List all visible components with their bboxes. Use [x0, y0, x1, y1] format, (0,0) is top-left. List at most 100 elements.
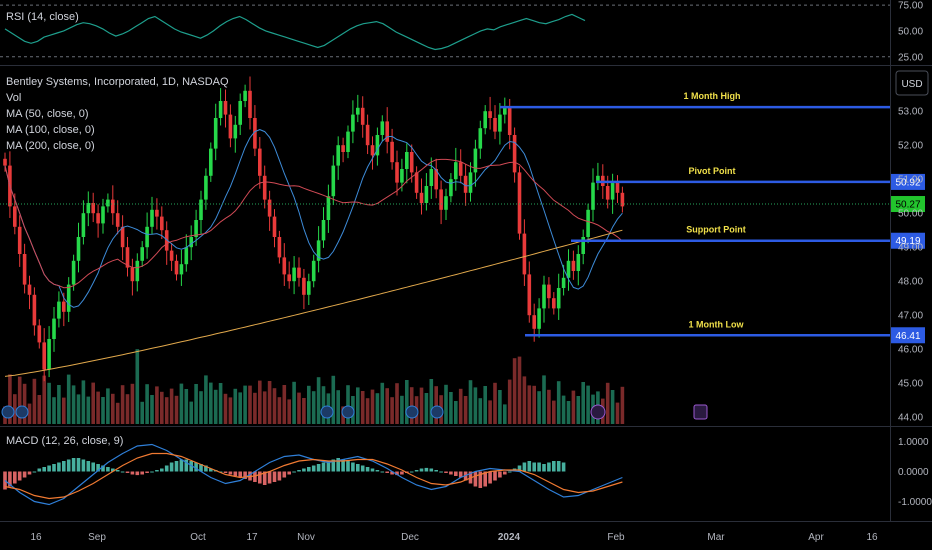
level-price-tag — [891, 232, 925, 249]
macd-histogram-bar — [419, 468, 424, 472]
time-tick-label: Dec — [401, 532, 419, 543]
volume-bars — [3, 349, 625, 424]
earnings-marker[interactable] — [320, 405, 334, 419]
level-price-tag — [891, 173, 925, 190]
macd-histogram-bar — [385, 471, 389, 473]
volume-bar — [120, 385, 125, 424]
volume-bar — [512, 358, 517, 424]
candle-body — [581, 237, 585, 254]
macd-histogram-bar — [243, 471, 247, 479]
macd-histogram-bar — [57, 462, 61, 472]
macd-histogram-bar — [439, 471, 443, 473]
candle-body — [179, 264, 184, 275]
macd-histogram-bar — [155, 470, 159, 472]
ma200-label[interactable]: MA (200, close, 0) — [6, 140, 95, 152]
candlesticks — [3, 76, 625, 382]
volume-bar — [111, 393, 115, 424]
volume-bar — [130, 383, 135, 424]
candle-body — [204, 175, 208, 200]
ma100-label[interactable]: MA (100, close, 0) — [6, 124, 95, 136]
candle-body — [228, 114, 233, 139]
earnings-marker-circle — [405, 405, 419, 419]
volume-bar — [27, 403, 32, 424]
candle-body — [596, 175, 600, 183]
candle-body — [267, 199, 272, 217]
earnings-marker[interactable] — [341, 405, 355, 419]
volume-bar — [223, 393, 228, 424]
volume-bar — [42, 375, 46, 424]
currency-button[interactable]: USD — [895, 70, 929, 96]
candle-body — [375, 135, 380, 156]
candle-body — [145, 226, 149, 248]
volume-bar — [346, 385, 350, 424]
volume-bar — [370, 389, 375, 424]
time-tick-label: Sep — [88, 532, 106, 543]
candle-body — [316, 240, 321, 261]
event-markers[interactable] — [1, 404, 708, 420]
candle-body — [106, 199, 110, 207]
candle-body — [370, 145, 375, 156]
level-label: Pivot Point — [689, 166, 736, 176]
macd-histogram-bar — [91, 462, 95, 472]
macd-histogram-bar — [204, 465, 208, 472]
candle-body — [341, 145, 345, 152]
candle-body — [71, 260, 76, 285]
time-tick-label: Feb — [607, 532, 625, 543]
volume-bar — [228, 397, 233, 424]
candle-body — [365, 124, 370, 146]
earnings-marker[interactable] — [430, 405, 444, 419]
candle-body — [434, 169, 438, 190]
currency-button-label[interactable]: USD — [901, 79, 922, 90]
candle-body — [605, 186, 610, 200]
price-tick-label: 48.00 — [898, 277, 923, 288]
candle-body — [37, 325, 42, 343]
macd-histogram-bar — [488, 471, 492, 484]
price-tick-label: 51.00 — [898, 175, 923, 186]
candle-body — [17, 226, 22, 254]
candle-body — [414, 172, 419, 193]
rsi-tick-label: 25.00 — [898, 52, 923, 63]
earnings-marker[interactable] — [405, 405, 419, 419]
volume-bar — [356, 387, 360, 424]
volume-bar — [365, 398, 370, 424]
time-tick-label: Oct — [190, 532, 206, 543]
candle-body — [385, 121, 389, 142]
volume-bar — [81, 380, 86, 424]
volume-bar — [336, 390, 340, 424]
macd-histogram-bar — [47, 465, 51, 472]
macd-histogram-bar — [189, 461, 193, 472]
volume-bar — [419, 387, 424, 424]
volume-bar — [71, 385, 76, 424]
candle-body — [140, 247, 144, 261]
macd-histogram-bar — [498, 471, 502, 478]
level-lines: 1 Month High Pivot Point 50.92 Support Poin… — [0, 91, 925, 344]
symbol-title[interactable]: Bentley Systems, Incorporated, 1D, NASDA… — [6, 76, 229, 88]
earnings-marker-circle — [320, 405, 334, 419]
volume-bar — [321, 386, 326, 424]
volume-bar — [37, 395, 42, 424]
candle-body — [468, 172, 473, 193]
last-price-tag-text: 50.27 — [895, 200, 920, 211]
candle-body — [155, 209, 159, 217]
macd-histogram-bar — [287, 471, 291, 475]
earnings-marker[interactable] — [15, 405, 29, 419]
volume-bar — [605, 382, 610, 424]
macd-histogram-bar — [258, 471, 262, 484]
earnings-marker[interactable] — [1, 405, 15, 419]
macd-histogram-bar — [8, 471, 12, 487]
candle-body — [189, 237, 193, 248]
macd-histogram-bar — [150, 471, 154, 473]
ma50-line — [4, 129, 623, 308]
level-price-tag-text: 46.41 — [895, 331, 920, 342]
macd-histogram-bar — [444, 471, 448, 473]
macd-histogram-bar — [96, 464, 100, 472]
candle-body — [47, 339, 51, 370]
candle-body — [503, 107, 507, 115]
price-tick-label: 50.00 — [898, 209, 923, 220]
macd-histogram-bar — [223, 471, 228, 473]
ma50-label[interactable]: MA (50, close, 0) — [6, 108, 89, 120]
vol-label[interactable]: Vol — [6, 92, 21, 104]
macd-histogram-bar — [62, 461, 66, 472]
currency-button-box[interactable] — [895, 70, 929, 96]
